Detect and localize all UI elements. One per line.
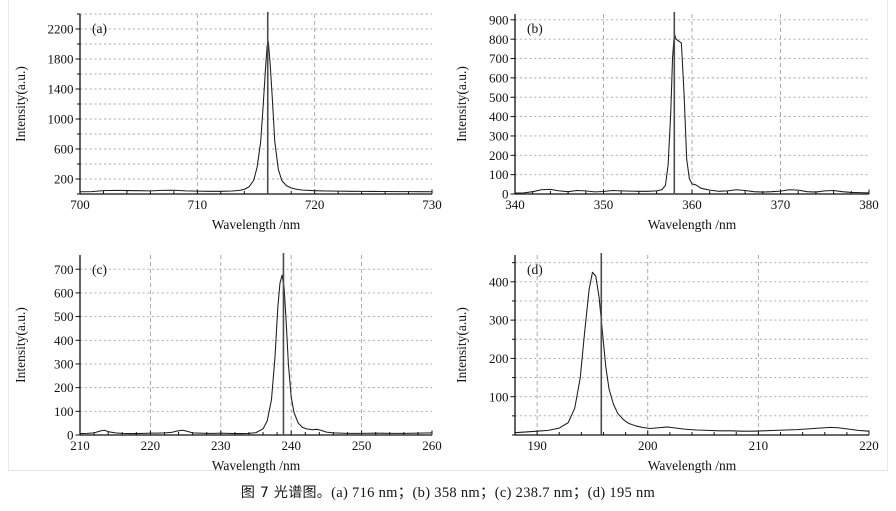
panel-d-y-tick-label: 300 [489,313,509,328]
panel-a-x-tick-label: 710 [188,197,208,212]
panel-d-x-axis: 190 200 210 220 [514,430,879,453]
panel-c-x-tick-label: 230 [211,438,231,453]
panel-d-tag: (d) [527,262,543,277]
panel-b-tag: (b) [527,21,543,36]
panel-c-y-tick-label: 300 [54,357,74,372]
panel-b-x-tick-label: 350 [594,197,614,212]
spectrum-panel-b: 0 100 200 300 400 500 600 700 800 900 340 350 360 370… [455,4,883,232]
panel-d-x-tick-label: 220 [859,438,879,453]
panel-c-plot: 0 100 200 300 400 500 600 700 210 220 230 240 250 260… [14,253,442,473]
panel-a-y-tick-label: 1400 [48,82,74,97]
panel-a-x-tick-label: 730 [422,197,442,212]
panel-c-y-tick-label: 600 [54,285,74,300]
panel-d-y-tick-label: 100 [489,389,509,404]
panel-a-y-tick-label: 1800 [48,52,74,67]
panel-a-spectrum-curve [79,41,433,193]
panel-c-tag: (c) [92,262,107,277]
figure-caption-cn: 图 7 光谱图。 [240,485,332,501]
panel-b-xlabel: Wavelength /nm [648,217,737,232]
panel-b-plot: 0 100 200 300 400 500 600 700 800 900 340 350 360 370… [455,12,879,232]
panel-c-x-axis: 210 220 230 240 250 260 [70,430,442,453]
panel-b-y-tick-label: 200 [489,148,509,163]
panel-c-y-tick-label: 400 [54,333,74,348]
panel-d-x-tick-label: 200 [638,438,658,453]
panel-c-gridlines [80,255,432,435]
page-border-right [887,0,888,470]
panel-d-y-tick-label: 400 [489,274,509,289]
panel-c-y-axis: 0 100 200 300 400 500 600 700 [54,262,80,443]
panel-d-y-axis: 100 200 300 400 [489,262,515,436]
panel-b-x-tick-label: 370 [771,197,791,212]
panel-c-xlabel: Wavelength /nm [212,458,301,473]
panel-d-ylabel: Intensity(a.u.) [455,307,469,383]
panel-d-y-tick-label: 200 [489,351,509,366]
panel-c-y-tick-label: 0 [67,428,74,443]
panel-b-axes [514,14,869,195]
spectrum-panel-c: 0 100 200 300 400 500 600 700 210 220 230 240 250 260… [14,245,442,473]
panel-c-spectrum-curve [79,274,433,435]
panel-a-ylabel: Intensity(a.u.) [14,66,28,142]
panel-a-plot: 200 600 1000 1400 1800 2200 700 710 720 730 Wavele… [14,12,442,232]
panel-b-y-tick-label: 900 [489,12,509,27]
panel-a-xlabel: Wavelength /nm [212,217,301,232]
panel-b-y-tick-label: 300 [489,129,509,144]
panel-b-y-tick-label: 600 [489,70,509,85]
page-border-left [8,0,9,470]
panel-c-x-tick-label: 240 [281,438,301,453]
panel-a-tag: (a) [92,21,107,36]
panel-c-y-tick-label: 200 [54,380,74,395]
panel-c-y-tick-label: 500 [54,309,74,324]
panel-c-x-tick-label: 250 [352,438,372,453]
panel-c-x-tick-label: 220 [141,438,161,453]
panel-c-y-tick-label: 700 [54,262,74,277]
panel-a-x-axis: 700 710 720 730 [70,189,442,212]
panel-c-ylabel: Intensity(a.u.) [14,307,28,383]
panel-b-y-tick-label: 800 [489,32,509,47]
panel-c-x-tick-label: 210 [70,438,90,453]
figure-caption: 图 7 光谱图。(a) 716 nm；(b) 358 nm；(c) 238.7 … [0,481,896,502]
panel-b-gridlines [515,14,869,194]
panel-b-y-tick-label: 400 [489,109,509,124]
panel-a-y-tick-label: 1000 [48,112,74,127]
panel-b-x-tick-label: 340 [505,197,525,212]
panel-d-plot: 100 200 300 400 190 200 210 220 Wavelength /nm In… [455,253,879,473]
panel-c-y-tick-label: 100 [54,404,74,419]
panel-d-gridlines [515,255,869,435]
panel-b-x-tick-label: 360 [682,197,702,212]
panel-b-y-tick-label: 100 [489,167,509,182]
panel-b-y-tick-label: 700 [489,51,509,66]
page-border-bottom [8,470,888,471]
panel-a-y-axis: 200 600 1000 1400 1800 2200 [48,13,80,195]
panel-a-x-tick-label: 700 [70,197,90,212]
panel-a-y-tick-label: 200 [54,172,74,187]
panel-a-gridlines [80,13,432,194]
panel-d-x-tick-label: 210 [749,438,769,453]
spectrum-panel-d: 100 200 300 400 190 200 210 220 Wavelength /nm In… [455,245,883,473]
panel-c-axes [79,255,432,436]
spectrum-panel-a: 200 600 1000 1400 1800 2200 700 710 720 730 Wavele… [14,4,442,232]
panel-b-spectrum-curve [514,32,870,194]
panel-b-x-axis: 340 350 360 370 380 [505,189,879,212]
panel-a-y-tick-label: 600 [54,142,74,157]
panel-d-xlabel: Wavelength /nm [648,458,737,473]
panel-d-x-tick-label: 190 [527,438,547,453]
panel-d-spectrum-curve [514,271,870,434]
panel-a-x-tick-label: 720 [305,197,325,212]
panel-b-x-tick-label: 380 [859,197,879,212]
figure-caption-items: (a) 716 nm；(b) 358 nm；(c) 238.7 nm；(d) 1… [331,485,656,501]
panel-b-y-tick-label: 500 [489,90,509,105]
panel-b-ylabel: Intensity(a.u.) [455,66,469,142]
panel-c-x-tick-label: 260 [422,438,442,453]
panel-b-y-axis: 0 100 200 300 400 500 600 700 800 900 [489,12,515,202]
panel-b-y-tick-label: 0 [502,187,509,202]
panel-a-y-tick-label: 2200 [48,22,74,37]
